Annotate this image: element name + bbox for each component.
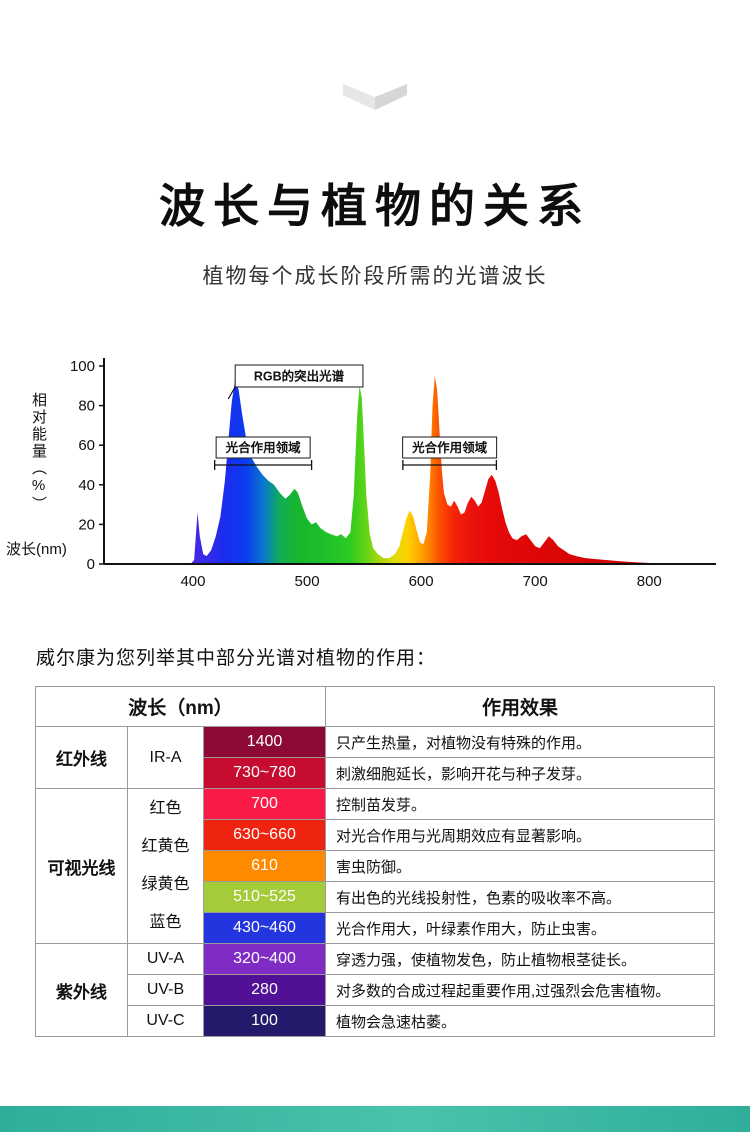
page-subtitle: 植物每个成长阶段所需的光谱波长: [202, 265, 548, 288]
wavelength-cell: 730~780: [202, 757, 327, 789]
wavelength-cell: 100: [202, 1005, 327, 1037]
table-row: UV-C 100 植物会急速枯萎。: [36, 1005, 715, 1037]
x-tick-label: 700: [523, 573, 548, 590]
subcategory-label: 蓝色: [149, 914, 182, 931]
table-row: UV-B 280 对多数的合成过程起重要作用,过强烈会危害植物。: [36, 974, 715, 1006]
category-cell: 红外线: [35, 726, 128, 789]
effect-cell: 穿透力强，使植物发色，防止植物根茎徒长。: [325, 943, 715, 975]
effect-cell: 害虫防御。: [325, 850, 715, 882]
effect-cell: 控制苗发芽。: [325, 788, 715, 820]
subcategory-cell: IR-A: [127, 726, 204, 789]
subcategory-label: 红色: [149, 800, 182, 817]
photosynthesis-region-label: 光合作用领域: [411, 440, 488, 455]
chevron-down-svg: [343, 84, 407, 110]
page-title: 波长与植物的关系: [159, 180, 591, 232]
y-tick-label: 0: [87, 556, 95, 573]
table-row: 610 害虫防御。: [36, 850, 715, 882]
wavelength-cell: 320~400: [202, 943, 327, 975]
table-header-effect: 作用效果: [325, 686, 715, 727]
effect-cell: 对光合作用与光周期效应有显著影响。: [325, 819, 715, 851]
effect-cell: 光合作用大，叶绿素作用大，防止虫害。: [325, 912, 715, 944]
spectrum-area: [190, 375, 666, 564]
wavelength-cell: 610: [202, 850, 327, 882]
wavelength-cell: 630~660: [202, 819, 327, 851]
page: 波长与植物的关系 植物每个成长阶段所需的光谱波长 相对能量（%） 波长(nm) …: [0, 84, 750, 1132]
wavelength-cell: 280: [202, 974, 327, 1006]
wavelength-cell: 430~460: [202, 912, 327, 944]
footer-bar: [0, 1106, 750, 1132]
effect-cell: 对多数的合成过程起重要作用,过强烈会危害植物。: [325, 974, 715, 1006]
subcategory-label: IR-A: [149, 748, 182, 766]
subcategory-cell: UV-B: [127, 974, 204, 1006]
subcategory-cell: UV-C: [127, 1005, 204, 1037]
photosynthesis-region-label: 光合作用领域: [225, 440, 302, 455]
table-row: 730~780 刺激细胞延长，影响开花与种子发芽。: [36, 757, 715, 789]
x-tick-label: 600: [409, 573, 434, 590]
wavelength-cell: 1400: [202, 726, 327, 758]
rgb-annotation-label: RGB的突出光谱: [254, 369, 345, 384]
subcategory-cell: UV-A: [127, 943, 204, 975]
subcategory-cell: 红色红黄色绿黄色蓝色: [127, 788, 204, 944]
effect-cell: 只产生热量，对植物没有特殊的作用。: [325, 726, 715, 758]
x-axis-label: 波长(nm): [6, 541, 67, 558]
effect-cell: 刺激细胞延长，影响开花与种子发芽。: [325, 757, 715, 789]
table-header-wavelength: 波长（nm）: [34, 686, 327, 727]
category-cell: 紫外线: [35, 943, 128, 1037]
intro-text: 威尔康为您列举其中部分光谱对植物的作用：: [36, 648, 437, 669]
x-tick-label: 500: [295, 573, 320, 590]
effect-cell: 植物会急速枯萎。: [325, 1005, 715, 1037]
table-row: 紫外线 UV-A 320~400 穿透力强，使植物发色，防止植物根茎徒长。: [35, 943, 715, 1037]
y-tick-label: 20: [78, 516, 95, 533]
x-tick-label: 400: [180, 573, 205, 590]
table-row: 可视光线 红色 红黄色 绿黄色 蓝色 700 控制苗发芽。: [35, 788, 715, 944]
subcategory-label: 红黄色: [141, 838, 190, 855]
table-row: 红外线 IR-A 1400 只产生热量，对植物没有特殊的作用。: [35, 726, 715, 789]
spectrum-table: 波长（nm） 作用效果 红外线 IR-A 1400 只产生热量，对植物没有特殊的作用。…: [34, 686, 715, 1037]
table-header-row: 波长（nm） 作用效果: [34, 686, 715, 727]
spectrum-plot: 0 20 40 60 80 100 400 500 600 700 800 光合作用领域 光合作用领域 R…: [70, 358, 716, 590]
table-row: 430~460 光合作用大，叶绿素作用大，防止虫害。: [36, 912, 715, 944]
wavelength-cell: 510~525: [202, 881, 327, 913]
y-tick-label: 40: [78, 477, 95, 494]
subcategory-label: 绿黄色: [141, 876, 190, 893]
y-tick-label: 60: [78, 437, 95, 454]
y-tick-label: 80: [78, 398, 95, 415]
x-tick-label: 800: [637, 573, 662, 590]
y-axis-label: 相对能量（%）: [30, 392, 47, 513]
y-tick-label: 100: [70, 358, 95, 375]
spectrum-chart: 相对能量（%） 波长(nm) 0 20 40 60 80 100 400 500 600 700 8…: [0, 354, 750, 599]
chevron-down-icon: [343, 84, 407, 114]
wavelength-cell: 700: [202, 788, 327, 820]
effect-cell: 有出色的光线投射性，色素的吸收率不高。: [325, 881, 715, 913]
category-cell: 可视光线: [35, 788, 128, 944]
